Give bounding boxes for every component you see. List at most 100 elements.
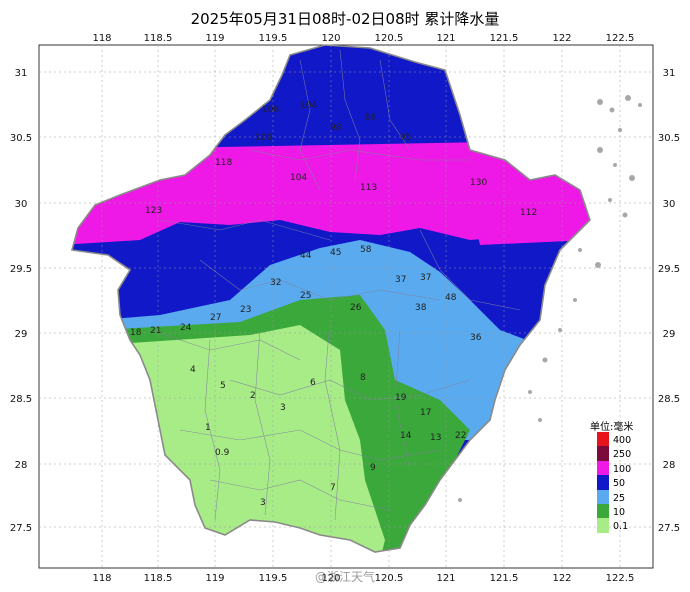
lon-tick: 118.5 (144, 33, 173, 44)
legend-swatch (597, 503, 609, 519)
station-value: 8 (360, 373, 366, 383)
lat-tick: 30.5 (658, 133, 680, 144)
lon-tick: 119 (205, 33, 224, 44)
lon-tick: 121 (436, 33, 455, 44)
band-100-east (470, 195, 590, 245)
station-value: 45 (330, 248, 341, 258)
county-borders (149, 49, 521, 521)
station-value: 38 (415, 303, 427, 313)
lat-tick: 27.5 (10, 523, 32, 534)
lon-tick: 118 (92, 33, 111, 44)
station-value: 27 (210, 313, 221, 323)
legend-swatch (597, 475, 609, 490)
station-values-north: 108 104 109 98 96 95 118 104 113 123 130… (145, 101, 537, 218)
lon-ticks-bottom: 118 118.5 119 119.5 120 120.5 121 121.5 … (92, 573, 634, 584)
station-value: 109 (255, 133, 272, 143)
lat-tick: 29.5 (10, 264, 32, 275)
lat-ticks-left: 31 30.5 30 29.5 29 28.5 28 27.5 (10, 68, 32, 534)
station-value: 26 (350, 303, 362, 313)
station-value: 48 (445, 293, 457, 303)
lat-ticks-right: 31 30.5 30 29.5 29 28.5 28 27.5 (658, 68, 680, 534)
lat-tick: 31 (663, 68, 676, 79)
legend-item: 10 (597, 503, 631, 519)
graticule (39, 45, 653, 568)
station-value: 118 (215, 158, 232, 168)
station-value: 14 (400, 431, 412, 441)
lat-tick: 31 (15, 68, 28, 79)
lon-tick: 119 (205, 573, 224, 584)
station-value: 19 (395, 393, 407, 403)
legend-item: 0.1 (597, 518, 631, 533)
station-value: 5 (220, 381, 226, 391)
lat-tick: 27.5 (658, 523, 680, 534)
legend-label: 400 (613, 435, 632, 446)
legend-label: 0.1 (613, 521, 629, 533)
lon-tick: 120 (321, 573, 340, 584)
station-value: 21 (150, 326, 161, 336)
lon-tick: 119.5 (259, 573, 288, 584)
station-value: 112 (520, 208, 537, 218)
station-value: 37 (420, 273, 431, 283)
station-value: 32 (270, 278, 281, 288)
legend-label: 10 (613, 506, 626, 518)
legend-swatch (597, 446, 609, 461)
map-title: 2025年05月31日08时-02日08时 累计降水量 (190, 10, 500, 28)
lon-tick: 118 (92, 573, 111, 584)
station-value: 1 (205, 423, 211, 433)
lat-tick: 28 (663, 460, 676, 471)
legend-label: 100 (613, 463, 632, 475)
lon-tick: 122 (552, 573, 571, 584)
station-value: 108 (262, 105, 279, 115)
legend-item: 100 (597, 460, 632, 476)
legend: 400 250 100 50 25 10 0.1 (597, 432, 631, 533)
station-value: 3 (280, 403, 286, 413)
legend-item: 25 (597, 489, 631, 504)
legend-title: 单位:毫米 (590, 422, 634, 433)
station-value: 44 (300, 251, 312, 261)
station-values-middle: 44 45 58 37 37 48 32 25 38 36 26 23 27 2… (130, 245, 482, 343)
lat-tick: 29 (663, 329, 676, 340)
station-value: 3 (260, 498, 266, 508)
watermark: @浙江天气 (315, 570, 376, 584)
station-value: 17 (420, 408, 431, 418)
legend-item: 250 (597, 446, 631, 461)
station-value: 37 (395, 275, 406, 285)
legend-swatch (597, 489, 609, 504)
lon-tick: 121.5 (490, 573, 519, 584)
lon-tick: 121 (436, 573, 455, 584)
station-value: 95 (400, 133, 411, 143)
station-value: 2 (250, 391, 256, 401)
station-value: 24 (180, 323, 192, 333)
lat-tick: 30 (15, 199, 28, 210)
lon-tick: 119.5 (259, 33, 288, 44)
legend-swatch (597, 460, 609, 476)
station-values-south: 4 5 2 3 1 6 8 19 17 14 13 22 9 0.9 7 3 (190, 365, 466, 508)
lon-tick: 120.5 (375, 573, 404, 584)
lat-tick: 29 (15, 329, 28, 340)
station-value: 22 (455, 431, 466, 441)
lon-tick: 122 (552, 33, 571, 44)
station-value: 130 (470, 178, 487, 188)
lon-ticks-top: 118 118.5 119 119.5 120 120.5 121 121.5 … (92, 33, 634, 44)
station-value: 25 (300, 291, 311, 301)
legend-swatch (597, 432, 609, 447)
lat-tick: 28.5 (658, 394, 680, 405)
legend-item: 400 (597, 432, 632, 447)
lat-tick: 30.5 (10, 133, 32, 144)
station-value: 36 (470, 333, 482, 343)
lat-tick: 28 (15, 460, 28, 471)
station-value: 7 (330, 483, 336, 493)
lon-tick: 120 (321, 33, 340, 44)
lon-tick: 122.5 (606, 573, 635, 584)
lat-tick: 28.5 (10, 394, 32, 405)
legend-label: 25 (613, 492, 626, 504)
lon-tick: 122.5 (606, 33, 635, 44)
station-value: 104 (300, 101, 317, 111)
legend-swatch (597, 518, 609, 533)
station-value: 6 (310, 378, 316, 388)
station-value: 4 (190, 365, 196, 375)
station-value: 0.9 (215, 448, 230, 458)
lon-tick: 121.5 (490, 33, 519, 44)
lon-tick: 120.5 (375, 33, 404, 44)
station-value: 58 (360, 245, 372, 255)
